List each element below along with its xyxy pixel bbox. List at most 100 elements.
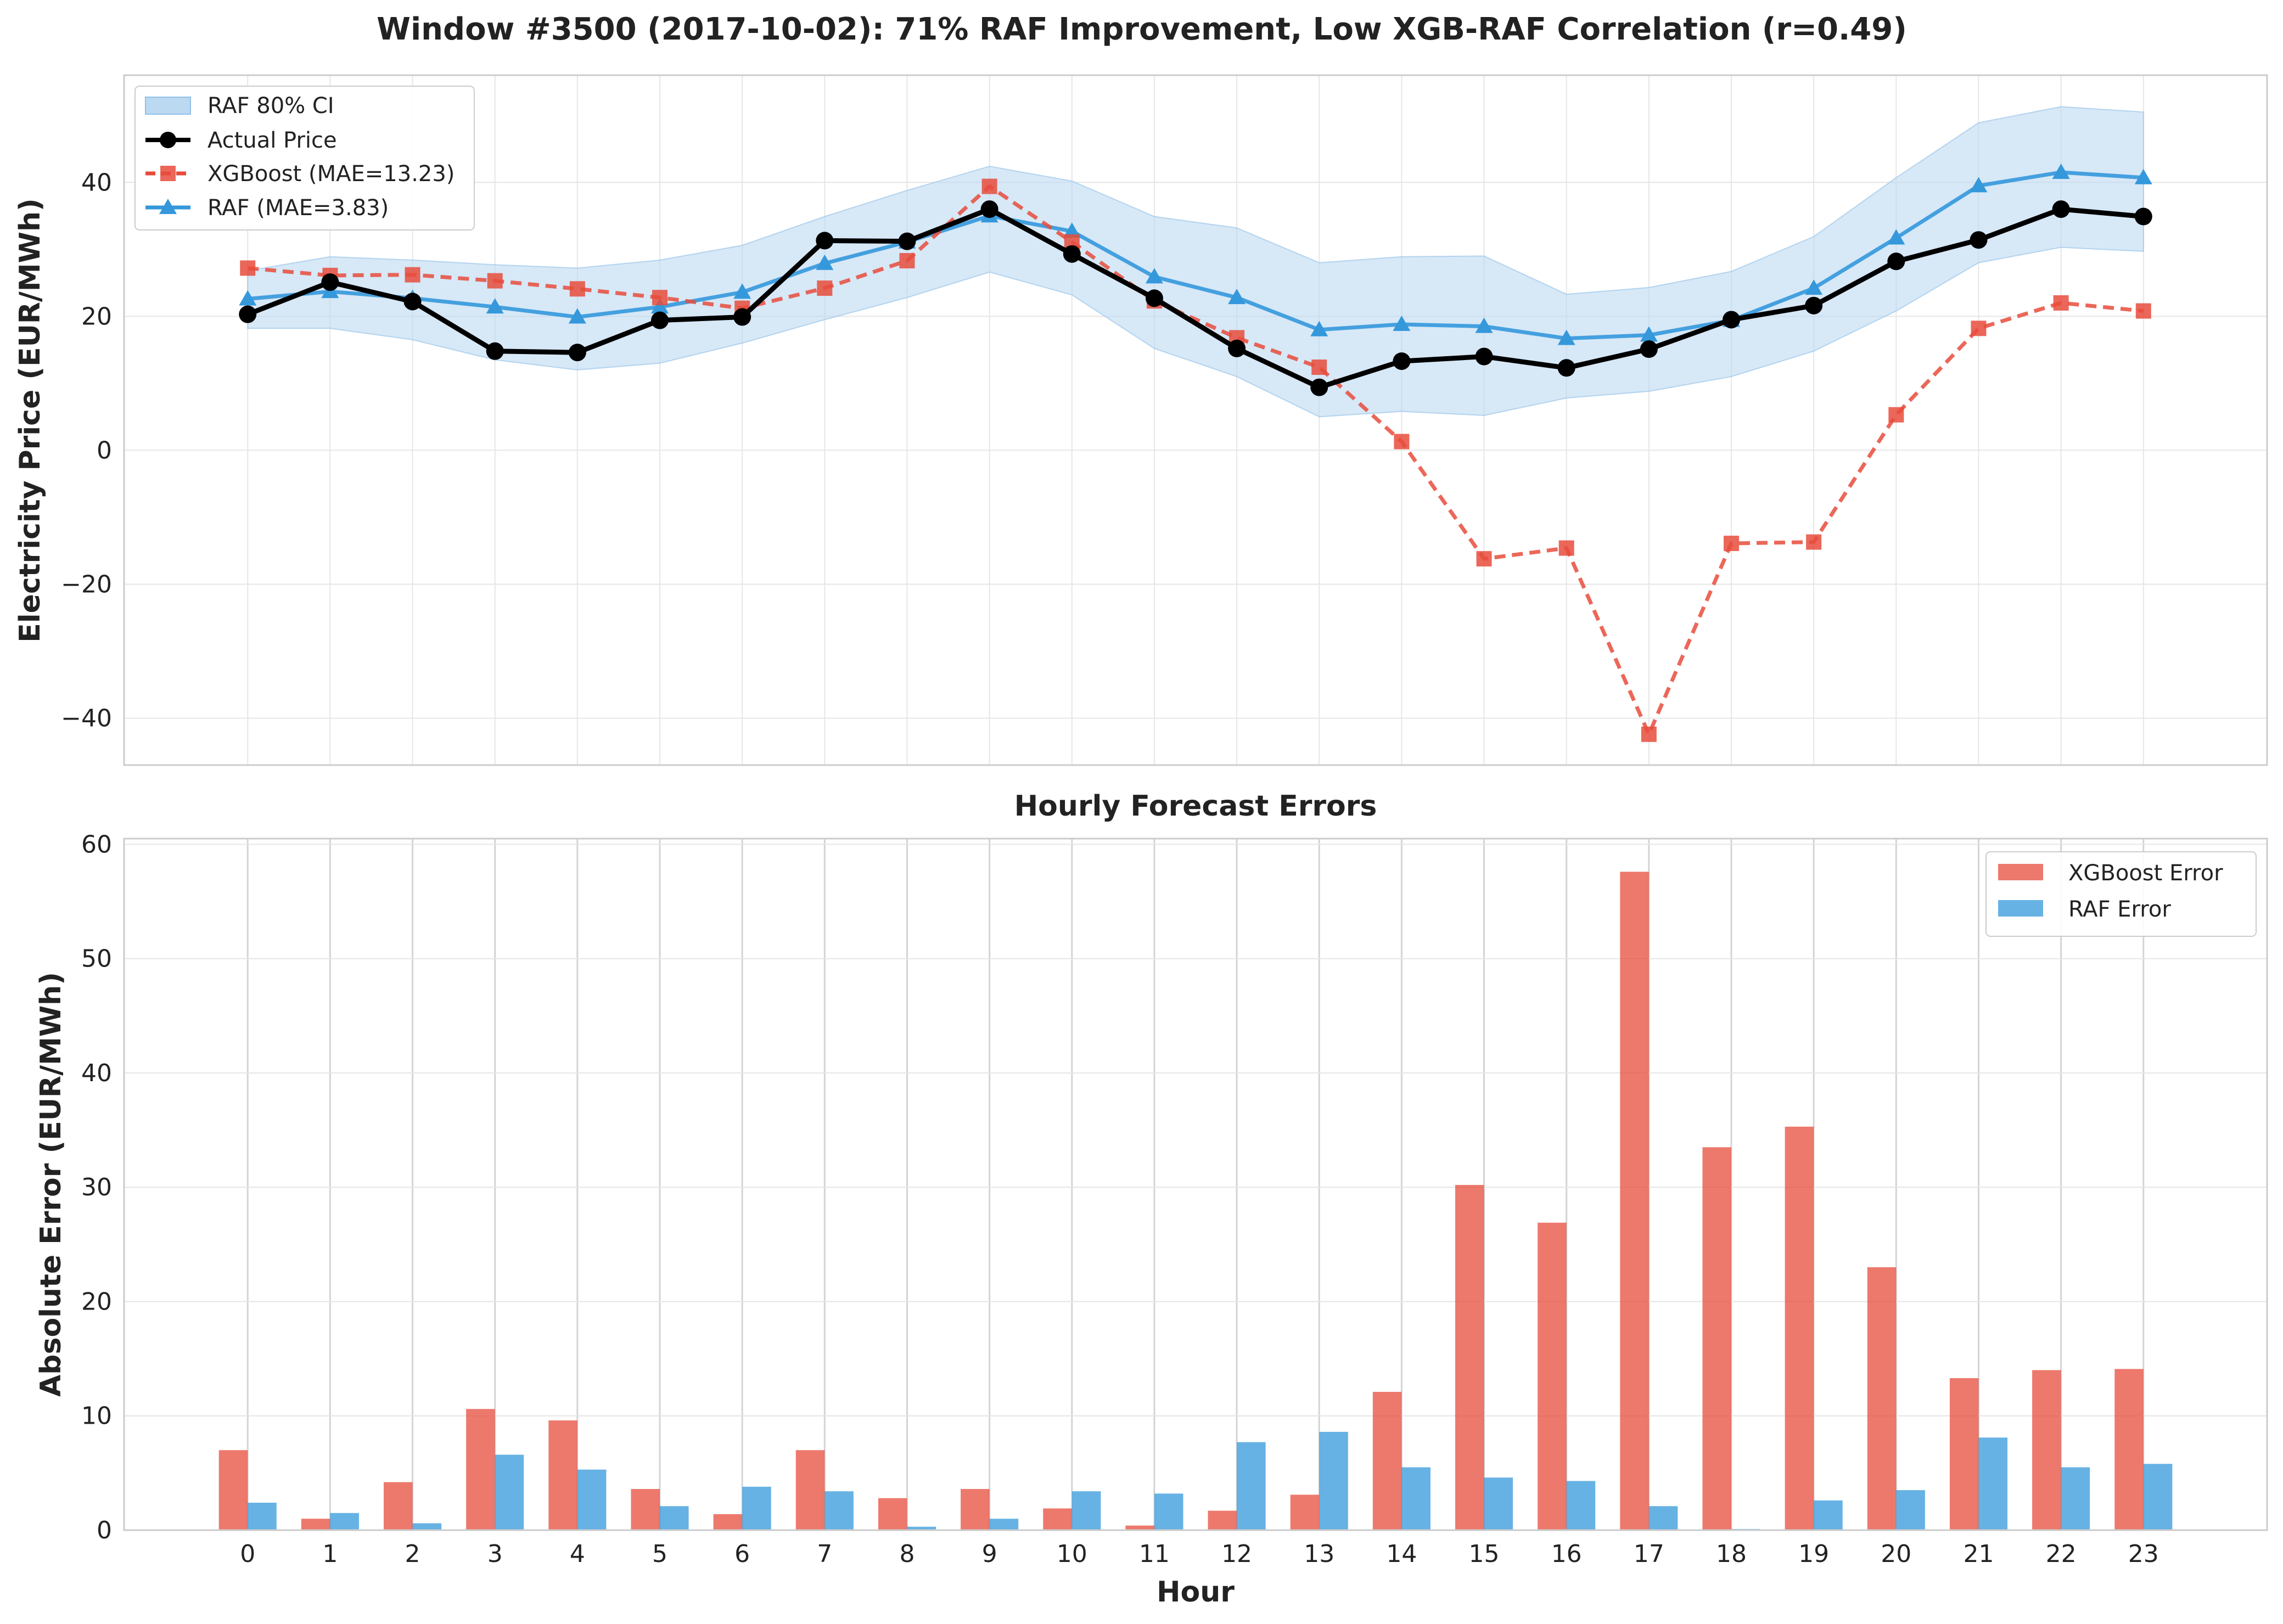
actual-price-marker-6 xyxy=(733,308,751,326)
error-x-tick-label: 21 xyxy=(1963,1540,1994,1568)
error-x-tick-label: 1 xyxy=(322,1540,338,1568)
raf-marker-23 xyxy=(2134,168,2152,184)
actual-price-marker-4 xyxy=(568,344,586,362)
xgboost-marker-23 xyxy=(2135,303,2151,319)
error-x-tick-label: 11 xyxy=(1139,1540,1170,1568)
price-y-tick-label: 0 xyxy=(97,436,112,464)
raf-error-bar-2 xyxy=(412,1523,442,1530)
raf-marker-6 xyxy=(733,283,751,299)
error-y-tick-label: 20 xyxy=(81,1288,112,1316)
raf-error-bar-1 xyxy=(330,1513,359,1530)
xgboost-marker-20 xyxy=(1888,407,1904,423)
actual-price-marker-8 xyxy=(898,232,916,250)
legend-label-xgboost-error: XGBoost Error xyxy=(2068,861,2223,886)
actual-price-marker-23 xyxy=(2134,207,2152,226)
xgboost-marker-4 xyxy=(569,281,585,297)
xgboost-error-bar-10 xyxy=(1043,1508,1072,1530)
error-x-tick-label: 18 xyxy=(1716,1540,1747,1568)
error-x-tick-label: 4 xyxy=(570,1540,585,1568)
legend-marker-raf xyxy=(159,199,177,214)
actual-price-marker-18 xyxy=(1723,311,1740,329)
raf-marker-19 xyxy=(1805,279,1823,295)
raf-error-bar-19 xyxy=(1814,1500,1843,1530)
xgboost-marker-21 xyxy=(1971,321,1987,336)
price-y-axis-label: Electricity Price (EUR/MWh) xyxy=(14,198,47,642)
error-x-tick-label: 23 xyxy=(2128,1540,2159,1568)
raf-error-bar-12 xyxy=(1237,1442,1266,1530)
price-series-layer xyxy=(239,163,2152,742)
raf-error-bar-3 xyxy=(495,1454,524,1530)
xgboost-marker-7 xyxy=(817,280,833,296)
error-x-tick-label: 12 xyxy=(1221,1540,1252,1568)
error-x-tick-label: 5 xyxy=(652,1540,667,1568)
actual-price-marker-12 xyxy=(1228,339,1246,357)
actual-price-marker-22 xyxy=(2052,200,2070,218)
error-y-tick-label: 50 xyxy=(81,945,112,973)
raf-error-bar-20 xyxy=(1896,1490,1925,1530)
raf-error-bar-11 xyxy=(1154,1493,1183,1530)
actual-price-marker-7 xyxy=(816,232,834,250)
xgboost-marker-19 xyxy=(1806,534,1822,550)
legend-marker-xgboost xyxy=(160,166,176,181)
legend-swatch-raf-error xyxy=(1998,900,2043,917)
raf-marker-10 xyxy=(1063,222,1081,238)
raf-marker-16 xyxy=(1557,329,1575,345)
actual-price-marker-14 xyxy=(1393,352,1411,370)
error-x-tick-label: 0 xyxy=(240,1540,255,1568)
error-y-tick-label: 60 xyxy=(81,830,112,858)
actual-price-line xyxy=(246,206,2144,390)
raf-error-bar-6 xyxy=(742,1486,771,1530)
price-y-tick-label: 20 xyxy=(81,302,112,330)
xgboost-marker-0 xyxy=(240,260,256,276)
legend-label-raf-ci: RAF 80% CI xyxy=(207,93,334,119)
raf-error-bar-10 xyxy=(1072,1491,1101,1530)
xgboost-error-bar-18 xyxy=(1702,1147,1731,1530)
raf-marker-5 xyxy=(651,298,669,314)
raf-marker-14 xyxy=(1393,315,1411,331)
raf-error-bar-21 xyxy=(1978,1437,2008,1530)
xgboost-marker-14 xyxy=(1394,434,1410,449)
actual-price-marker-19 xyxy=(1805,296,1823,314)
raf-marker-17 xyxy=(1640,326,1658,342)
error-x-tick-label: 10 xyxy=(1057,1540,1087,1568)
price-legend-box xyxy=(134,86,475,231)
price-y-tick-label: −20 xyxy=(61,570,112,598)
raf-error-bar-4 xyxy=(577,1469,607,1530)
actual-price-marker-20 xyxy=(1887,252,1905,271)
raf-error-bar-22 xyxy=(2061,1467,2090,1530)
raf-error-bar-13 xyxy=(1319,1431,1348,1530)
xgboost-error-bar-9 xyxy=(961,1489,990,1530)
error-x-ticks: 0 1 2 3 4 5 6 7 8 9 10 11 12 13 14 15 16 17 18 19 20 21 22 23 xyxy=(240,1540,2159,1568)
legend-label-actual: Actual Price xyxy=(207,128,337,153)
xgboost-error-bar-21 xyxy=(1949,1378,1979,1530)
actual-price-marker-3 xyxy=(486,342,504,360)
error-plot-area xyxy=(124,839,2267,1530)
error-x-axis-label: Hour xyxy=(1157,1576,1235,1609)
figure-title: Window #3500 (2017-10-02): 71% RAF Impro… xyxy=(377,12,1907,47)
price-y-tick-label: 40 xyxy=(81,168,112,196)
error-chart-title: Hourly Forecast Errors xyxy=(1014,790,1377,823)
price-gridlines xyxy=(124,75,2267,765)
xgboost-error-bar-2 xyxy=(383,1482,413,1530)
price-y-ticks: −40 −20 0 20 40 xyxy=(61,168,112,732)
xgboost-marker-17 xyxy=(1641,726,1657,742)
xgboost-error-bar-3 xyxy=(466,1409,495,1530)
legend-label-raf: RAF (MAE=3.83) xyxy=(207,195,389,221)
legend-marker-actual xyxy=(160,132,176,148)
actual-price-marker-11 xyxy=(1145,289,1163,307)
raf-marker-11 xyxy=(1145,268,1163,284)
error-legend: XGBoost Error RAF Error xyxy=(1985,851,2257,937)
raf-marker-12 xyxy=(1228,289,1246,305)
error-plot-frame xyxy=(123,838,2268,1531)
raf-error-bar-17 xyxy=(1648,1506,1678,1530)
raf-marker-13 xyxy=(1310,321,1328,336)
error-legend-box xyxy=(1985,851,2257,937)
xgboost-error-bar-19 xyxy=(1785,1126,1814,1530)
actual-price-marker-10 xyxy=(1063,245,1081,263)
xgboost-marker-8 xyxy=(899,253,915,269)
xgboost-error-bar-15 xyxy=(1455,1185,1484,1530)
xgboost-marker-15 xyxy=(1476,551,1492,567)
actual-price-marker-16 xyxy=(1557,359,1575,377)
error-x-tick-label: 19 xyxy=(1798,1540,1829,1568)
raf-error-bar-15 xyxy=(1484,1477,1513,1530)
